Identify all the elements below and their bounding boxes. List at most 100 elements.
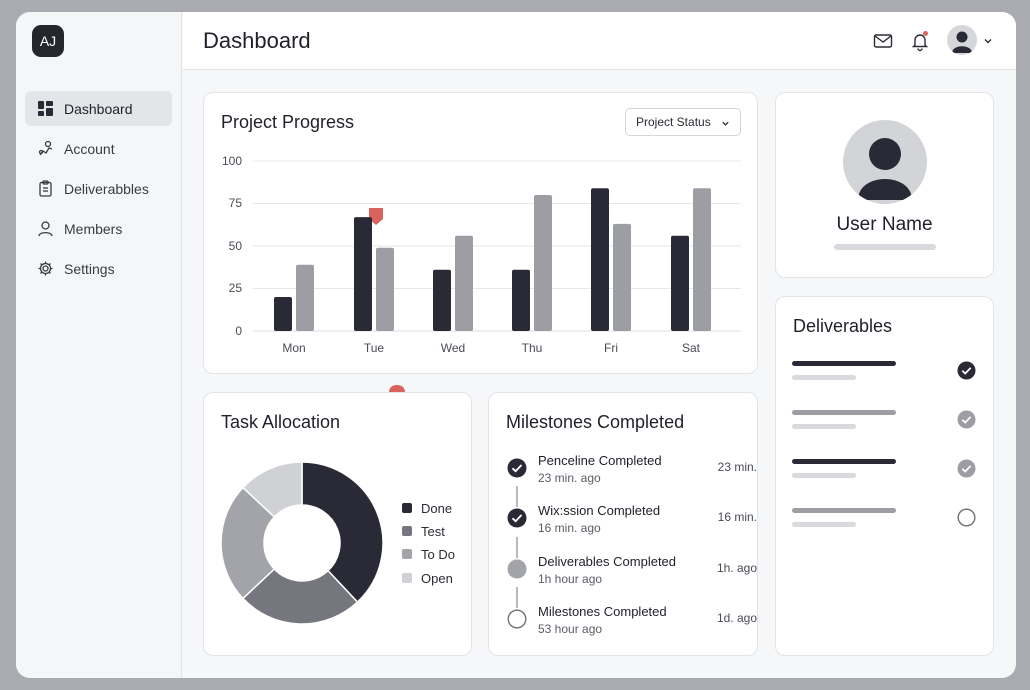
deliverable-subtitle-placeholder: [792, 522, 856, 527]
deliverable-item[interactable]: [792, 508, 976, 538]
legend-swatch: [402, 503, 412, 513]
bar-mon-dark[interactable]: [274, 297, 292, 331]
milestone-subtitle: 1h hour ago: [538, 572, 603, 586]
clipboard-icon: [39, 180, 52, 197]
deliverable-item[interactable]: [792, 410, 976, 440]
profile-subtitle-placeholder: [834, 244, 936, 250]
check-circle-icon[interactable]: [957, 410, 976, 429]
user-silhouette-icon: [858, 138, 912, 200]
members-icon: [38, 221, 53, 237]
milestone-subtitle: 23 min. ago: [538, 471, 601, 485]
legend-swatch: [402, 573, 412, 583]
deliverable-subtitle-placeholder: [792, 424, 856, 429]
bar-mon-gray[interactable]: [296, 264, 314, 331]
profile-avatar[interactable]: [843, 120, 927, 204]
bar-fri-gray[interactable]: [613, 223, 631, 331]
gear-icon: [38, 261, 53, 276]
milestone-item[interactable]: Deliverables Completed 1h hour ago 1h. a…: [504, 552, 757, 592]
check-circle-icon: [507, 458, 527, 478]
notifications[interactable]: [909, 30, 931, 52]
sidebar-item-dashboard[interactable]: Dashboard: [25, 91, 172, 126]
deliverable-item[interactable]: [792, 361, 976, 391]
sidebar-item-label: Account: [64, 140, 115, 157]
legend-label: Test: [421, 523, 445, 539]
x-tick: Mon: [282, 341, 306, 355]
deliverable-item[interactable]: [792, 459, 976, 489]
bar-thu-gray[interactable]: [534, 195, 552, 331]
card-title: Task Allocation: [221, 412, 341, 432]
empty-circle-icon[interactable]: [957, 508, 976, 527]
notification-dot: [923, 31, 928, 36]
app-logo[interactable]: AJ: [32, 25, 64, 57]
deliverable-title-placeholder: [792, 410, 896, 415]
bar-fri-dark[interactable]: [591, 188, 609, 331]
chevron-down-icon[interactable]: [983, 36, 993, 46]
marker-pin-icon: [369, 208, 383, 225]
y-tick: 50: [228, 239, 242, 253]
y-tick: 100: [221, 154, 242, 168]
bell-icon: [911, 34, 929, 52]
sidebar-item-deliverabbles[interactable]: Deliverabbles: [25, 171, 172, 206]
donut-slice-test[interactable]: [241, 567, 359, 625]
milestone-time: 23 min.: [717, 460, 757, 474]
donut-slice-to-do[interactable]: [220, 486, 276, 600]
project-progress-card: Project Progress Project Status 100 75 5…: [203, 92, 758, 374]
dashboard-icon: [38, 101, 53, 116]
sidebar-item-account[interactable]: Account: [25, 131, 172, 166]
deliverable-subtitle-placeholder: [792, 473, 856, 478]
milestone-time: 16 min.: [717, 510, 757, 524]
project-status-dropdown[interactable]: Project Status: [625, 108, 741, 136]
x-tick: Tue: [363, 341, 385, 355]
legend-swatch: [402, 526, 412, 536]
card-title: Project Progress: [221, 112, 355, 132]
milestone-time: 1h. ago: [716, 561, 757, 575]
milestone-title: Deliverables Completed: [538, 554, 677, 569]
donut-chart: [220, 461, 384, 625]
bar-tue-dark[interactable]: [354, 217, 372, 331]
bar-thu-dark[interactable]: [512, 269, 530, 331]
mail-icon[interactable]: [872, 30, 894, 52]
y-tick: 75: [228, 196, 242, 210]
check-circle-icon: [507, 508, 527, 528]
bar-sat-dark[interactable]: [671, 235, 689, 331]
avatar[interactable]: [947, 25, 977, 55]
timeline-connector: [516, 486, 518, 507]
sidebar-item-settings[interactable]: Settings: [25, 251, 172, 286]
task-allocation-card: Task Allocation Done Test To Do Open: [203, 392, 472, 656]
bar-wed-gray[interactable]: [455, 235, 473, 331]
sidebar-item-members[interactable]: Members: [25, 211, 172, 246]
milestone-title: Penceline Completed: [538, 453, 662, 468]
legend-item-to-do: To Do: [402, 546, 455, 562]
legend-label: Open: [421, 570, 453, 586]
bar-sat-gray[interactable]: [693, 188, 711, 331]
bar-wed-dark[interactable]: [433, 269, 451, 331]
x-tick: Sat: [681, 341, 700, 355]
app-window: AJ Dashboard Account Deliverabbles Membe…: [16, 12, 1016, 678]
page-title: Dashboard: [203, 28, 311, 53]
legend-swatch: [402, 549, 412, 559]
bar-chart: [253, 160, 741, 332]
sidebar-item-label: Members: [64, 220, 123, 237]
milestone-title: Milestones Completed: [538, 604, 667, 619]
chevron-down-icon: [722, 121, 729, 126]
milestone-item[interactable]: Milestones Completed 53 hour ago 1d. ago: [504, 602, 757, 642]
check-circle-icon[interactable]: [957, 459, 976, 478]
donut-slice-done[interactable]: [301, 461, 384, 604]
bar-tue-gray[interactable]: [376, 247, 394, 331]
dropdown-label: Project Status: [636, 115, 711, 129]
card-title: Milestones Completed: [506, 412, 685, 432]
check-circle-icon[interactable]: [957, 361, 976, 380]
x-tick: Thu: [521, 341, 543, 355]
milestone-item[interactable]: Wix:ssion Completed 16 min. ago 16 min.: [504, 501, 757, 541]
y-tick: 25: [228, 281, 242, 295]
donut-slice-open[interactable]: [241, 461, 303, 519]
legend-label: Done: [421, 500, 453, 516]
legend-item-open: Open: [402, 570, 453, 586]
account-icon: [38, 140, 53, 156]
timeline-connector: [516, 537, 518, 558]
milestones-card: Milestones Completed Penceline Completed…: [488, 392, 758, 656]
user-silhouette-icon: [952, 31, 972, 53]
milestone-time: 1d. ago: [716, 611, 757, 625]
milestone-item[interactable]: Penceline Completed 23 min. ago 23 min.: [504, 451, 757, 491]
milestone-subtitle: 16 min. ago: [538, 521, 601, 535]
